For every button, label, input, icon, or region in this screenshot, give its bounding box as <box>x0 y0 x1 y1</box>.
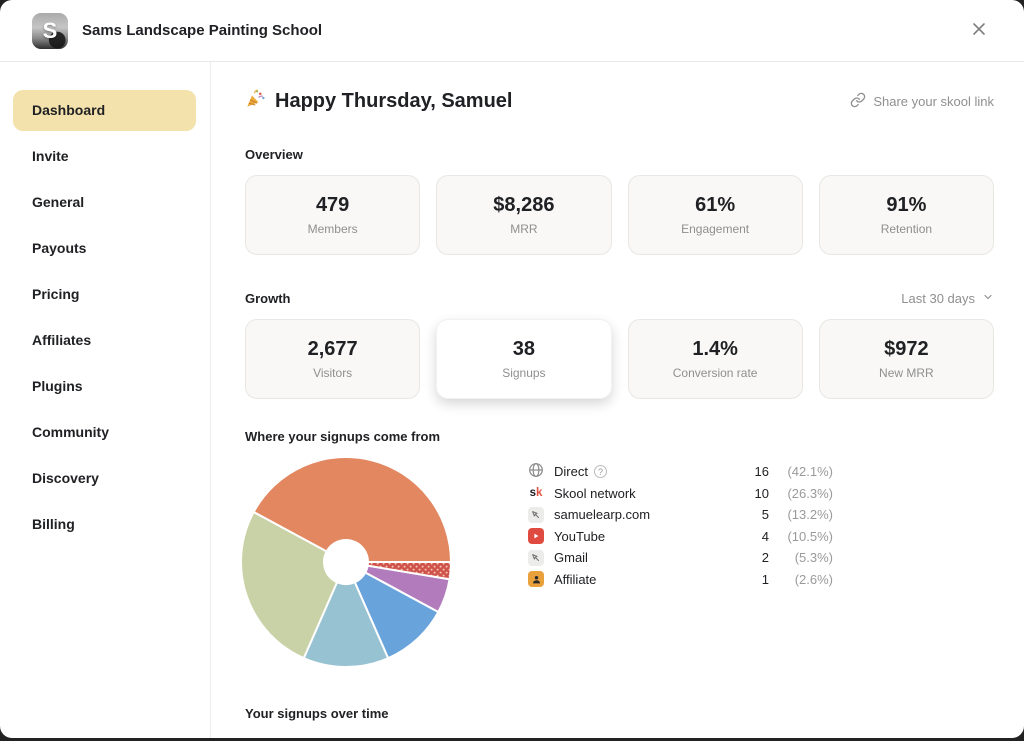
pie-slice-affiliate[interactable] <box>366 561 453 581</box>
stat-label: Visitors <box>313 366 353 380</box>
legend-percent: (26.3%) <box>787 485 833 501</box>
help-icon[interactable]: ? <box>593 465 607 479</box>
legend-percent: (5.3%) <box>794 550 833 566</box>
stat-label: Engagement <box>681 222 750 236</box>
donut-chart[interactable] <box>238 454 454 670</box>
legend-row: Direct? 16 (42.1%) <box>528 461 833 483</box>
stat-label: Retention <box>880 222 933 236</box>
sidebar-item-dashboard[interactable]: Dashboard <box>13 90 196 131</box>
sidebar-item-affiliates[interactable]: Affiliates <box>32 332 92 348</box>
sidebar-item-billing[interactable]: Billing <box>32 516 75 532</box>
legend-value: 10 <box>754 485 769 501</box>
share-skool-link-button[interactable]: Share your skool link <box>850 92 994 111</box>
stat-label: MRR <box>510 222 538 236</box>
legend-value: 16 <box>754 464 769 480</box>
greeting-text: Happy Thursday, Samuel <box>275 90 513 112</box>
group-logo: S <box>32 12 68 49</box>
modal-header: S Sams Landscape Painting School <box>0 0 1024 62</box>
skool-icon: sk <box>529 486 543 499</box>
close-button[interactable] <box>964 14 994 47</box>
stat-value: 91% <box>886 194 927 216</box>
stat-value: $972 <box>884 338 929 360</box>
dashboard-main: Happy Thursday, Samuel Share your skool … <box>211 62 1024 738</box>
legend-percent: (42.1%) <box>787 464 833 480</box>
sidebar-item-invite[interactable]: Invite <box>32 148 69 164</box>
stat-card-new-mrr[interactable]: $972 New MRR <box>818 319 994 399</box>
website-icon <box>528 549 544 566</box>
date-range-value: Last 30 days <box>901 291 975 306</box>
legend-label: Gmail <box>554 550 588 566</box>
stat-value: 2,677 <box>307 338 358 360</box>
legend-value: 4 <box>761 528 769 544</box>
sidebar-item-payouts[interactable]: Payouts <box>32 240 87 256</box>
pie-slice-skool-network[interactable] <box>240 511 339 660</box>
date-range-dropdown[interactable]: Last 30 days <box>901 291 994 306</box>
affiliate-icon <box>528 571 544 588</box>
sidebar-item-community[interactable]: Community <box>32 424 109 440</box>
website-icon <box>528 506 544 523</box>
signups-over-time-title: Your signups over time <box>245 706 389 721</box>
legend-row: Gmail 2 (5.3%) <box>528 547 833 569</box>
legend-value: 2 <box>761 550 769 566</box>
stat-label: Signups <box>502 366 546 380</box>
pie-slice-youtube[interactable] <box>353 571 440 660</box>
stat-value: 479 <box>315 194 350 216</box>
sidebar-item-plugins[interactable]: Plugins <box>32 378 83 394</box>
party-popper-icon <box>245 88 266 115</box>
pie-slice-direct[interactable] <box>252 456 452 563</box>
chart-legend: Direct? 16 (42.1%) sk Skool network 10 (… <box>528 461 833 670</box>
growth-cards: 2,677 Visitors 38 Signups 1.4% Conversio… <box>245 319 994 399</box>
legend-percent: (10.5%) <box>787 528 833 544</box>
stat-card-signups[interactable]: 38 Signups <box>436 319 612 399</box>
legend-row: sk Skool network 10 (26.3%) <box>528 483 833 505</box>
share-skool-link-label: Share your skool link <box>873 94 994 109</box>
legend-percent: (13.2%) <box>787 507 833 523</box>
overview-section-label: Overview <box>245 147 303 162</box>
legend-row: YouTube 4 (10.5%) <box>528 526 833 548</box>
legend-label: samuelearp.com <box>554 507 651 523</box>
stat-label: New MRR <box>879 366 934 380</box>
stat-card-retention[interactable]: 91% Retention <box>818 175 994 255</box>
group-logo-letter: S <box>42 17 58 43</box>
legend-value: 5 <box>761 507 769 523</box>
stat-card-visitors[interactable]: 2,677 Visitors <box>245 319 421 399</box>
stat-value: 38 <box>512 338 535 360</box>
stat-value: 61% <box>695 194 736 216</box>
sidebar-item-pricing[interactable]: Pricing <box>32 286 80 302</box>
link-icon <box>850 92 866 111</box>
legend-label: YouTube <box>554 528 606 544</box>
growth-section-label: Growth <box>245 291 291 306</box>
sidebar: Dashboard Invite General Payouts Pricing Affi… <box>0 62 211 738</box>
stat-value: 1.4% <box>692 338 738 360</box>
stat-value: $8,286 <box>493 194 555 216</box>
chevron-down-icon <box>982 291 994 306</box>
stat-card-mrr[interactable]: $8,286 MRR <box>436 175 612 255</box>
close-icon <box>970 20 988 41</box>
legend-label: Direct <box>554 464 588 480</box>
youtube-icon <box>528 528 544 545</box>
overview-cards: 479 Members $8,286 MRR 61% Engagement 91… <box>245 175 994 255</box>
legend-percent: (2.6%) <box>794 571 833 587</box>
pie-slice-samuelearp.com[interactable] <box>302 581 390 668</box>
stat-card-conversion-rate[interactable]: 1.4% Conversion rate <box>627 319 803 399</box>
legend-row: samuelearp.com 5 (13.2%) <box>528 504 833 526</box>
legend-label: Skool network <box>554 485 636 501</box>
page-title: Happy Thursday, Samuel <box>245 88 512 115</box>
sidebar-item-discovery[interactable]: Discovery <box>32 470 99 486</box>
stat-label: Conversion rate <box>672 366 758 380</box>
stat-card-members[interactable]: 479 Members <box>245 175 421 255</box>
signups-sources-title: Where your signups come from <box>245 429 441 444</box>
stat-label: Members <box>307 222 358 236</box>
window-title: Sams Landscape Painting School <box>82 22 323 39</box>
legend-label: Affiliate <box>554 571 597 587</box>
stat-card-engagement[interactable]: 61% Engagement <box>627 175 803 255</box>
globe-icon <box>528 462 544 481</box>
signup-sources-chart: Direct? 16 (42.1%) sk Skool network 10 (… <box>240 454 994 670</box>
legend-value: 1 <box>761 571 769 587</box>
legend-row: Affiliate 1 (2.6%) <box>528 569 833 591</box>
sidebar-item-general[interactable]: General <box>32 194 85 210</box>
